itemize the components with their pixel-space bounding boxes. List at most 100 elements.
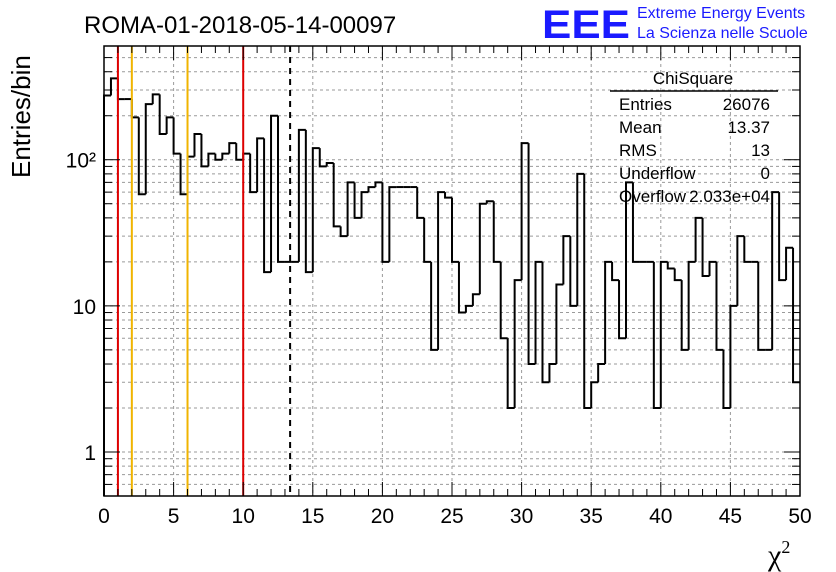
histogram-bin	[680, 280, 689, 351]
histogram-bin	[214, 153, 223, 161]
histogram-bin	[785, 246, 794, 281]
stats-value-entries: 26076	[723, 95, 770, 114]
histogram-bin	[200, 133, 209, 168]
histogram-bin	[694, 216, 703, 262]
logo-line-1: Extreme Energy Events	[637, 5, 805, 22]
histogram-bin	[611, 261, 620, 282]
histogram-bin	[492, 201, 501, 263]
x-tick-label: 35	[580, 505, 603, 528]
histogram-bin	[513, 279, 522, 409]
histogram-bin	[325, 161, 334, 167]
histogram-bin	[708, 260, 717, 277]
histogram-bin	[228, 142, 237, 154]
histogram-bin	[256, 137, 265, 193]
histogram-bin	[583, 173, 592, 410]
x-tick-label: 20	[371, 505, 394, 528]
histogram-bin	[464, 304, 473, 313]
histogram-bin	[339, 226, 348, 238]
histogram-bin	[778, 192, 787, 282]
histogram-bin	[388, 186, 397, 262]
histogram-bin	[673, 268, 682, 282]
y-tick-label: 10²	[66, 150, 96, 173]
x-axis-label-superscript: 2	[781, 537, 790, 557]
stats-value-rms: 13	[751, 141, 770, 160]
histogram-bin	[736, 235, 745, 306]
histogram-bin	[277, 115, 285, 263]
histogram-bin	[485, 200, 494, 204]
histogram-bin	[527, 143, 536, 366]
histogram-bin	[687, 260, 696, 350]
histogram-bin	[346, 181, 355, 237]
histogram-bin	[304, 129, 313, 274]
stats-value-mean: 13.37	[727, 118, 770, 137]
x-tick-label: 10	[232, 505, 255, 528]
histogram-bin	[666, 261, 675, 270]
histogram-bin	[722, 349, 731, 410]
histogram-bin	[332, 162, 341, 228]
stats-label-rms: RMS	[619, 141, 657, 160]
histogram-bin	[771, 191, 780, 350]
x-tick-label: 30	[510, 505, 533, 528]
histogram-bin	[374, 181, 383, 188]
histogram-bin	[534, 260, 543, 365]
y-axis-label: Entries/bin	[6, 55, 36, 178]
axis-ticks: 0 5 10 15 20 25 30 35 40 45 50 1 10 10²	[66, 46, 812, 528]
y-tick-label: 10	[73, 296, 96, 319]
histogram-bin	[249, 153, 258, 194]
histogram-bin	[652, 261, 661, 410]
stats-title: ChiSquare	[653, 69, 733, 88]
histogram-bin	[235, 143, 244, 161]
histogram-bin	[471, 293, 480, 306]
histogram-bin	[743, 236, 752, 263]
histogram-bin	[144, 103, 153, 195]
histogram-bin	[430, 261, 439, 351]
histogram-bin	[618, 280, 626, 340]
histogram-bin	[270, 114, 278, 273]
eee-logo: EEE Extreme Energy Events La Scienza nel…	[542, 3, 808, 47]
x-tick-label: 15	[301, 505, 324, 528]
histogram-bin	[555, 283, 564, 365]
histogram-bin	[423, 217, 432, 263]
histogram-bin	[172, 117, 181, 155]
histogram-bin	[499, 261, 508, 340]
histogram-bin	[757, 261, 766, 351]
histogram-bin	[590, 381, 599, 409]
y-tick-label: 1	[84, 442, 96, 465]
logo-mark: EEE	[542, 3, 630, 47]
histogram-bin	[597, 363, 606, 383]
histogram-bin	[416, 187, 425, 219]
x-tick-label: 5	[168, 505, 180, 528]
histogram-bin	[625, 181, 633, 339]
x-tick-label: 50	[788, 505, 811, 528]
histogram-bin	[193, 132, 202, 157]
histogram-bin	[506, 338, 515, 410]
x-tick-label: 0	[98, 505, 110, 528]
histogram-bin	[631, 182, 640, 263]
histogram-bin	[451, 197, 459, 263]
histogram-bin	[541, 261, 550, 384]
x-axis-label-base: χ	[767, 539, 782, 572]
histogram-bin	[179, 153, 188, 196]
histogram-bin	[562, 235, 571, 285]
histogram-bin	[457, 261, 466, 314]
histogram-bin	[478, 202, 487, 295]
histogram-bin	[729, 304, 738, 409]
histogram-bin	[381, 182, 390, 263]
histogram-bin	[318, 148, 327, 168]
histogram-bin	[604, 260, 613, 365]
histogram-bin	[360, 191, 369, 218]
histogram-bin	[367, 186, 376, 193]
stats-box: ChiSquare Entries 26076 Mean 13.37 RMS 1…	[610, 69, 778, 206]
stats-label-overflow: Overflow	[619, 187, 687, 206]
x-tick-label: 40	[649, 505, 672, 528]
histogram-bin	[207, 152, 216, 167]
histogram-bin	[311, 147, 320, 273]
histogram-bin	[576, 172, 585, 306]
histogram-bin	[701, 217, 710, 278]
histogram-bin	[263, 138, 272, 274]
reference-lines	[116, 46, 292, 496]
stats-label-entries: Entries	[619, 95, 672, 114]
stats-label-underflow: Underflow	[619, 164, 696, 183]
histogram-bin	[444, 192, 452, 199]
